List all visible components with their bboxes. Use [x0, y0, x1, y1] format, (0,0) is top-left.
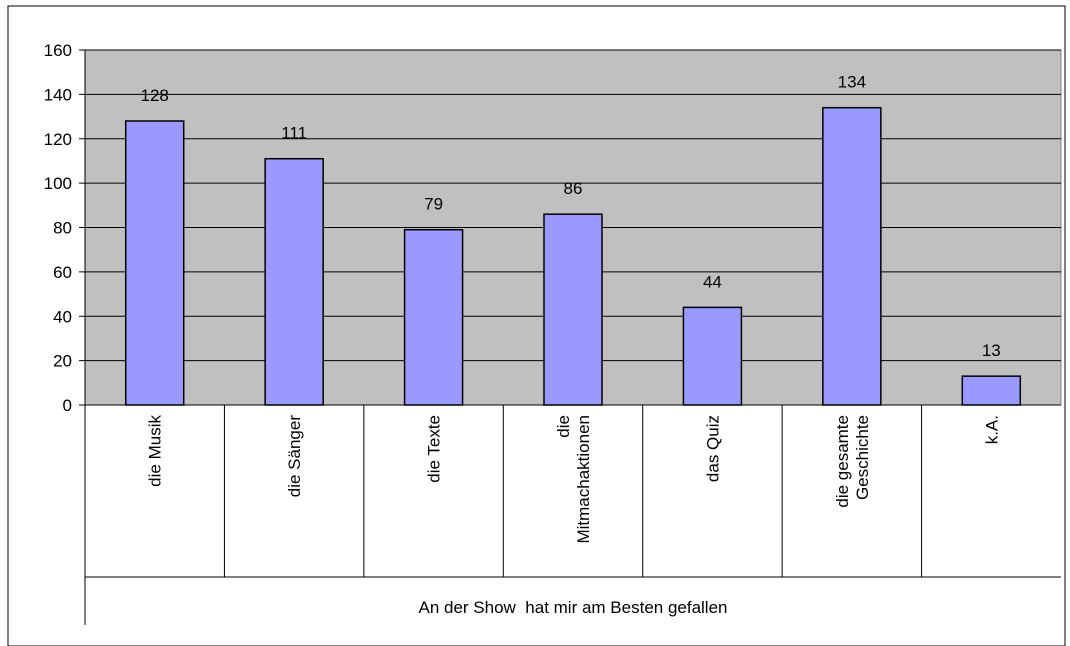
- bar: [682, 306, 743, 406]
- x-category-label-line: die Texte: [425, 415, 444, 483]
- x-axis-title: An der Show hat mir am Besten gefallen: [419, 598, 728, 617]
- y-tick-label: 20: [53, 352, 72, 371]
- x-category-label: die Texte: [425, 415, 444, 483]
- data-label: 79: [424, 195, 443, 214]
- y-tick-label: 60: [53, 263, 72, 282]
- y-tick-label: 160: [44, 41, 72, 60]
- x-category-label: die Musik: [146, 415, 165, 487]
- bar: [961, 375, 1022, 406]
- x-category-label: das Quiz: [703, 415, 722, 482]
- y-tick-label: 100: [44, 174, 72, 193]
- y-tick-label: 140: [44, 85, 72, 104]
- data-label: 134: [838, 73, 866, 92]
- bar: [543, 213, 603, 406]
- x-category-label-line: die: [554, 415, 573, 438]
- x-category-label-line: das Quiz: [703, 415, 722, 482]
- x-category-label-line: Geschichte: [853, 415, 872, 500]
- x-axis-categories: die Musik die Sänger die Texte dieMitmachak…: [146, 405, 1001, 577]
- bar: [264, 157, 324, 406]
- x-category-label: die gesamteGeschichte: [833, 415, 872, 508]
- y-tick-label: 80: [53, 219, 72, 238]
- data-label: 128: [141, 86, 169, 105]
- data-label: 86: [564, 179, 583, 198]
- x-category-label: die Sänger: [285, 415, 304, 498]
- data-label: 44: [703, 272, 722, 291]
- x-category-label-line: die gesamte: [833, 415, 852, 508]
- bar: [403, 228, 464, 406]
- axes: [84, 50, 1061, 625]
- x-category-label-line: Mitmachaktionen: [574, 415, 593, 544]
- y-tick-label: 120: [44, 130, 72, 149]
- x-category-label-line: k.A.: [982, 415, 1001, 444]
- bar: [822, 106, 882, 406]
- bar: [124, 120, 185, 406]
- y-axis-ticks: 0 20 40 60 80 100 120 140 160: [44, 41, 85, 415]
- x-category-label-line: die Musik: [146, 415, 165, 487]
- x-category-label: k.A.: [982, 415, 1001, 444]
- y-tick-label: 0: [63, 396, 72, 415]
- data-label: 13: [982, 341, 1001, 360]
- x-category-label-line: die Sänger: [285, 415, 304, 498]
- x-category-label: dieMitmachaktionen: [554, 415, 593, 544]
- data-labels: 128 111 79 86 44 134 13: [141, 73, 1001, 360]
- y-tick-label: 40: [53, 307, 72, 326]
- data-label: 111: [281, 124, 307, 143]
- bars: [124, 106, 1022, 406]
